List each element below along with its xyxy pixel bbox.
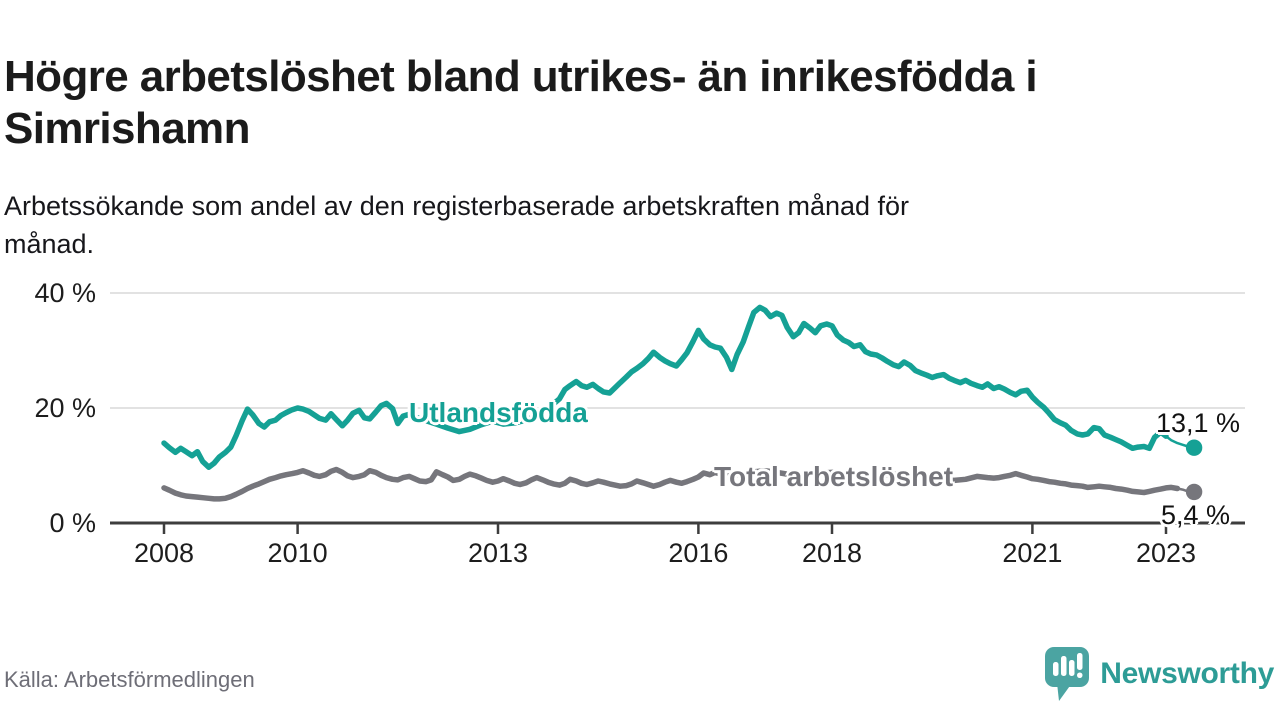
newsworthy-speech-bubble-bar-chart-icon [1045, 647, 1090, 701]
newsworthy-logo: Newsworthy [1044, 645, 1274, 702]
x-axis-tick-label: 2021 [1002, 538, 1062, 568]
x-axis-tick-label: 2008 [134, 538, 194, 568]
x-axis-tick-label: 2018 [802, 538, 862, 568]
x-axis-tick-label: 2010 [268, 538, 328, 568]
series-line-utlandsfodda [161, 304, 1169, 470]
series-end-dot-total [1185, 483, 1203, 501]
y-axis-tick-label: 40 % [34, 278, 96, 308]
y-axis-tick-label: 0 % [49, 508, 96, 538]
x-axis-tick-label: 2016 [668, 538, 728, 568]
page-title: Högre arbetslöshet bland utrikes- än inr… [4, 52, 1038, 153]
end-value-label-utlandsfodda: 13,1 % [1156, 408, 1241, 438]
source-note: Källa: Arbetsförmedlingen [4, 667, 255, 692]
series-end-dot-utlandsfodda [1185, 439, 1203, 456]
y-axis-tick-label: 20 % [34, 393, 96, 423]
x-axis-tick-label: 2023 [1136, 538, 1196, 568]
series-label-utlandsfodda: Utlandsfödda [409, 397, 588, 428]
newsworthy-logo-text: Newsworthy [1100, 656, 1274, 690]
page-subtitle: Arbetssökande som andel av den registerb… [4, 191, 910, 260]
x-axis-tick-label: 2013 [468, 538, 528, 568]
series-line-total [161, 466, 1181, 502]
end-value-label-total: 5,4 % [1161, 500, 1231, 530]
series-label-total-arbetsloshet: Total arbetslöshet [714, 461, 954, 492]
